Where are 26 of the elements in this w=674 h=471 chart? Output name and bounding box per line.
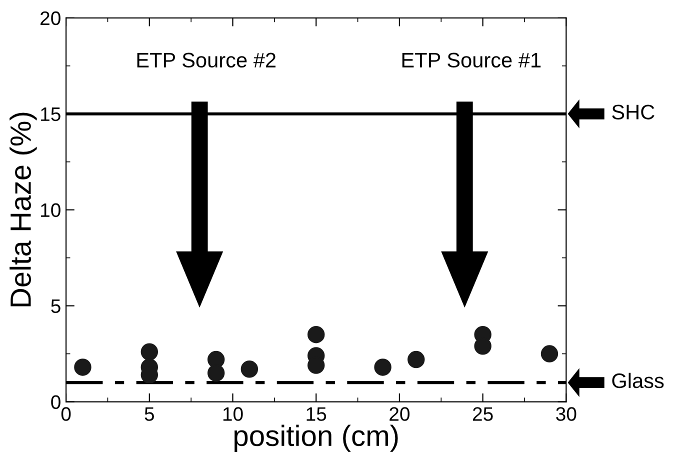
y-tick-label: 15 (41, 108, 60, 122)
point (540, 345, 558, 362)
ref-line-label: Glass (612, 372, 664, 388)
x-axis-title: position (cm) (234, 424, 398, 452)
x-tick-label: 5 (144, 407, 154, 421)
point (374, 358, 392, 376)
x-tick-label: 30 (556, 407, 576, 421)
annotation: ETP Source #1 (402, 52, 541, 68)
point (207, 364, 225, 382)
x-tick-label: 10 (223, 407, 243, 421)
ref-line-label: SHC (612, 104, 654, 120)
y-axis-title: Delta Haze (%) (10, 112, 37, 306)
point (408, 350, 425, 368)
point (240, 360, 258, 378)
point (140, 343, 158, 360)
y-tick-label: 0 (51, 395, 60, 409)
point (307, 326, 325, 344)
x-tick-label: 0 (61, 407, 71, 421)
x-tick-label: 20 (390, 407, 410, 421)
x-tick-label: 15 (306, 407, 326, 421)
y-tick-label: 20 (40, 11, 60, 26)
point (74, 358, 92, 376)
x-tick-label: 25 (472, 407, 493, 421)
y-tick-label: 10 (41, 203, 60, 218)
y-tick-label: 5 (51, 299, 60, 314)
annotation: ETP Source #2 (137, 52, 276, 68)
